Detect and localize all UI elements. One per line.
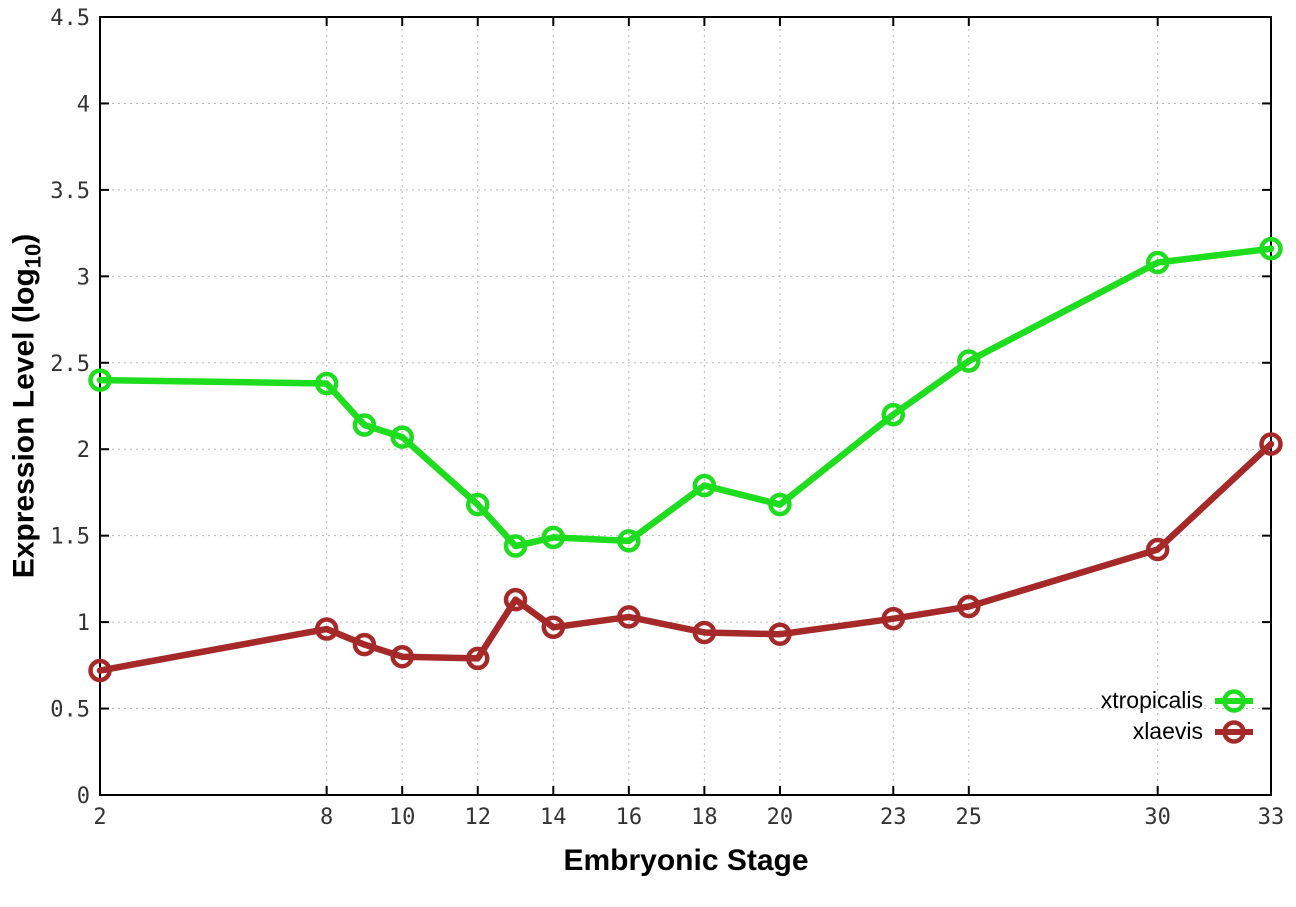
legend-item: xtropicalis (1101, 685, 1256, 716)
x-axis-label: Embryonic Stage (563, 844, 809, 877)
data-point-xlaevis (541, 615, 566, 640)
y-tick-label: 4.5 (50, 6, 90, 31)
x-tick-label: 20 (767, 805, 794, 830)
data-point-xtropicalis (352, 413, 377, 437)
series-line-xlaevis (96, 440, 1275, 674)
legend-item: xlaevis (1101, 716, 1256, 747)
legend-marker-icon (1215, 688, 1253, 713)
x-tick-label: 8 (320, 805, 333, 830)
x-tick-label: 12 (464, 805, 491, 830)
data-point-xlaevis (881, 606, 906, 631)
data-point-xlaevis (1145, 537, 1170, 562)
x-tick-label: 16 (616, 805, 643, 830)
data-point-xtropicalis (768, 492, 792, 517)
y-axis-label: Expression Level (log10) (8, 234, 47, 579)
y-tick-label: 2 (77, 438, 90, 463)
data-point-xtropicalis (390, 425, 414, 449)
x-tick-label: 23 (880, 805, 907, 830)
legend-label: xtropicalis (1100, 687, 1203, 713)
y-axis-label-suffix: ) (7, 233, 41, 244)
data-point-xtropicalis (314, 371, 339, 396)
data-point-xlaevis (390, 644, 414, 669)
data-point-xlaevis (617, 605, 641, 629)
data-point-xlaevis (503, 587, 528, 612)
y-tick-label: 4 (77, 92, 90, 117)
data-point-xlaevis (352, 632, 377, 657)
data-point-xtropicalis (692, 473, 717, 498)
y-tick-label: 0 (77, 784, 90, 809)
y-axis-label-text: Expression Level (log (7, 268, 41, 579)
data-point-xtropicalis (88, 368, 112, 392)
data-point-xtropicalis (541, 525, 566, 550)
data-point-xlaevis (768, 622, 792, 646)
x-tick-label: 18 (691, 805, 718, 830)
y-tick-label: 3 (77, 265, 90, 290)
data-point-xtropicalis (1145, 250, 1170, 275)
y-tick-label: 2.5 (50, 352, 90, 377)
data-point-xlaevis (957, 594, 981, 619)
legend-marker-icon (1215, 719, 1253, 744)
y-tick-label: 1 (77, 611, 90, 636)
data-point-xtropicalis (881, 402, 906, 427)
data-point-xlaevis (465, 646, 490, 671)
x-tick-label: 30 (1144, 805, 1171, 830)
legend: xtropicalis xlaevis (1101, 685, 1256, 747)
y-tick-label: 1.5 (50, 525, 90, 550)
data-point-xlaevis (314, 617, 339, 641)
data-point-xtropicalis (957, 349, 981, 373)
data-point-xtropicalis (503, 534, 528, 558)
data-point-xlaevis (1259, 432, 1283, 456)
data-point-xtropicalis (465, 492, 490, 517)
x-tick-label: 2 (93, 805, 106, 830)
y-tick-label: 0.5 (50, 698, 90, 723)
data-point-xtropicalis (1259, 236, 1283, 261)
series-line-xtropicalis (96, 245, 1275, 550)
x-tick-label: 25 (956, 805, 983, 830)
x-tick-label: 10 (389, 805, 416, 830)
x-tick-label: 14 (540, 805, 567, 830)
y-axis-label-subscript: 10 (20, 243, 46, 269)
data-point-xlaevis (88, 658, 112, 683)
y-tick-label: 3.5 (50, 179, 90, 204)
data-point-xlaevis (692, 620, 717, 645)
data-point-xtropicalis (617, 529, 641, 553)
legend-label: xlaevis (1132, 718, 1203, 744)
x-tick-label: 33 (1258, 805, 1285, 830)
